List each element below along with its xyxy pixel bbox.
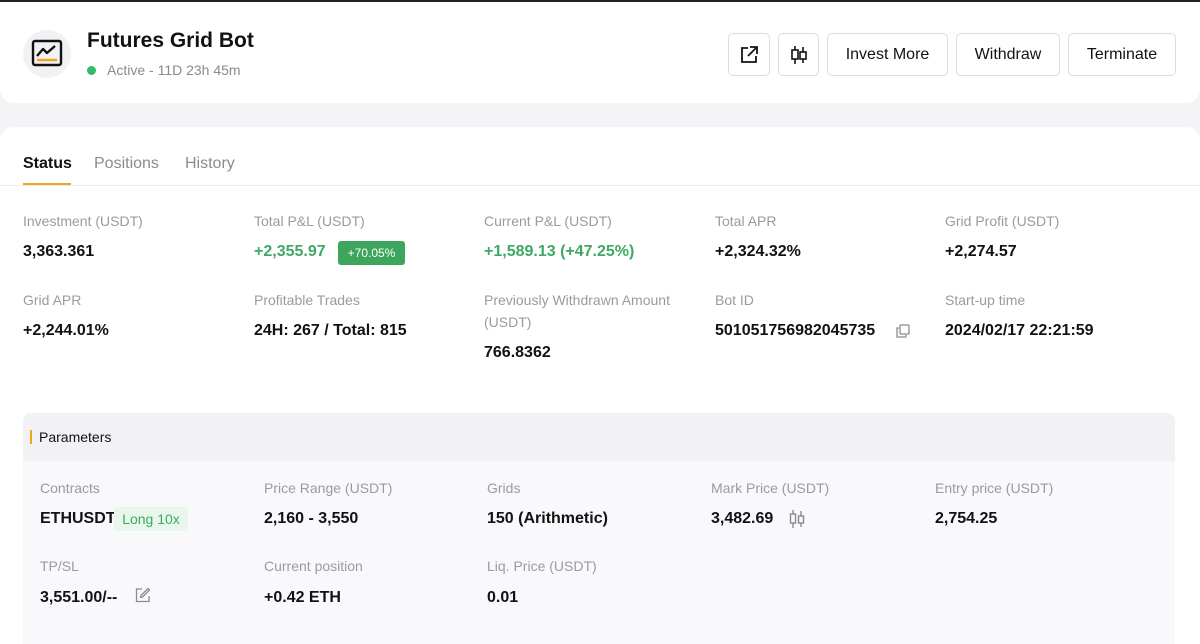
grids-value: 150 (Arithmetic)	[487, 510, 608, 527]
mark-price-value: 3,482.69	[711, 510, 774, 527]
withdrawn-label-unit: (USDT)	[484, 314, 532, 330]
copy-icon[interactable]	[896, 324, 910, 338]
edit-icon[interactable]	[135, 587, 151, 603]
current-pnl-label: Current P&L (USDT)	[484, 213, 612, 229]
startup-value: 2024/02/17 22:21:59	[945, 322, 1094, 339]
parameters-panel: Parameters Contracts ETHUSDT Long 10x Pr…	[23, 413, 1175, 644]
parameters-accent-bar	[30, 430, 32, 444]
current-pnl-value: +1,589.13 (+47.25%)	[484, 243, 635, 260]
grids-label: Grids	[487, 480, 521, 496]
parameters-title: Parameters	[39, 429, 112, 445]
profitable-trades-label: Profitable Trades	[254, 292, 360, 308]
investment-value: 3,363.361	[23, 243, 95, 260]
investment-label: Investment (USDT)	[23, 213, 143, 229]
current-position-label: Current position	[264, 558, 363, 574]
withdrawn-label: Previously Withdrawn Amount	[484, 292, 670, 308]
tab-positions[interactable]: Positions	[94, 155, 159, 172]
bot-status: Active - 11D 23h 45m	[87, 62, 241, 78]
parameters-header: Parameters	[23, 413, 1175, 461]
grid-apr-value: +2,244.01%	[23, 322, 109, 339]
total-pnl-value: +2,355.97	[254, 243, 326, 260]
share-button[interactable]	[728, 33, 770, 76]
tab-status[interactable]: Status	[23, 155, 72, 172]
terminate-button[interactable]: Terminate	[1068, 33, 1176, 76]
tab-history[interactable]: History	[185, 155, 235, 172]
contracts-label: Contracts	[40, 480, 100, 496]
bot-title: Futures Grid Bot	[87, 29, 254, 52]
total-apr-label: Total APR	[715, 213, 777, 229]
grid-profit-label: Grid Profit (USDT)	[945, 213, 1060, 229]
startup-label: Start-up time	[945, 292, 1026, 308]
withdrawn-value: 766.8362	[484, 344, 551, 361]
tpsl-label: TP/SL	[40, 558, 79, 574]
liq-price-label: Liq. Price (USDT)	[487, 558, 597, 574]
price-range-value: 2,160 - 3,550	[264, 510, 359, 527]
price-range-label: Price Range (USDT)	[264, 480, 393, 496]
liq-price-value: 0.01	[487, 589, 519, 606]
invest-more-button[interactable]: Invest More	[827, 33, 948, 76]
external-link-icon	[741, 45, 758, 63]
bot-id-label: Bot ID	[715, 292, 754, 308]
chart-icon	[23, 30, 71, 78]
status-dot	[87, 65, 96, 75]
tpsl-value: 3,551.00/--	[40, 589, 118, 606]
mark-price-label: Mark Price (USDT)	[711, 480, 830, 496]
total-pnl-label: Total P&L (USDT)	[254, 213, 365, 229]
candlestick-icon	[790, 45, 807, 64]
chart-button[interactable]	[778, 33, 819, 76]
current-position-value: +0.42 ETH	[264, 589, 341, 606]
candlestick-icon[interactable]	[789, 509, 805, 529]
total-pnl-pct-badge: +70.05%	[338, 241, 405, 265]
total-apr-value: +2,324.32%	[715, 243, 801, 260]
bot-header: Futures Grid Bot Active - 11D 23h 45m In…	[0, 0, 1200, 103]
bot-details-card: Status Positions History Investment (USD…	[0, 127, 1200, 644]
active-tab-indicator	[23, 183, 71, 185]
entry-price-label: Entry price (USDT)	[935, 480, 1054, 496]
grid-apr-label: Grid APR	[23, 292, 82, 308]
tab-bar: Status Positions History	[0, 127, 1200, 186]
leverage-badge: Long 10x	[114, 507, 188, 531]
bot-id-value: 501051756982045735	[715, 322, 876, 339]
profitable-trades-value: 24H: 267 / Total: 815	[254, 322, 407, 339]
contracts-value: ETHUSDT	[40, 510, 116, 527]
bot-status-text: Active - 11D 23h 45m	[107, 62, 241, 78]
grid-profit-value: +2,274.57	[945, 243, 1017, 260]
withdraw-button[interactable]: Withdraw	[956, 33, 1060, 76]
entry-price-value: 2,754.25	[935, 510, 998, 527]
